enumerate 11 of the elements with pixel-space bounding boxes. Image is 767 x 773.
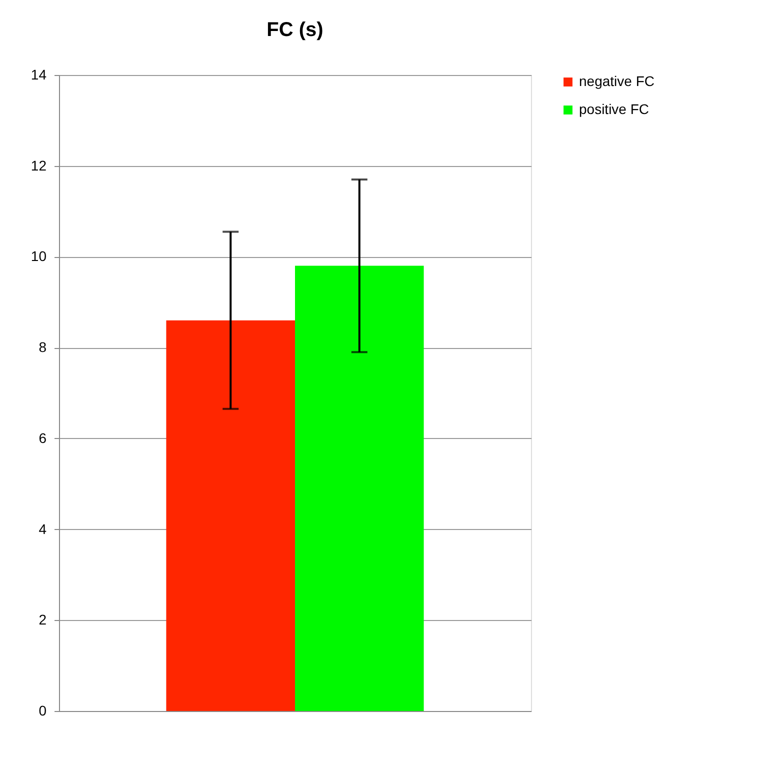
y-tick-label: 8 bbox=[38, 339, 47, 356]
y-tick-label: 6 bbox=[38, 430, 47, 446]
y-tick-label: 4 bbox=[38, 520, 47, 537]
y-tick-label: 0 bbox=[38, 702, 47, 718]
y-tick-label: 12 bbox=[30, 157, 47, 174]
chart-title: FC (s) bbox=[266, 19, 324, 41]
legend-label: positive FC bbox=[579, 101, 650, 117]
y-tick-label: 14 bbox=[30, 66, 47, 82]
legend-label: negative FC bbox=[579, 73, 654, 89]
y-tick-label: 10 bbox=[30, 248, 47, 264]
y-tick-label: 2 bbox=[38, 612, 47, 628]
